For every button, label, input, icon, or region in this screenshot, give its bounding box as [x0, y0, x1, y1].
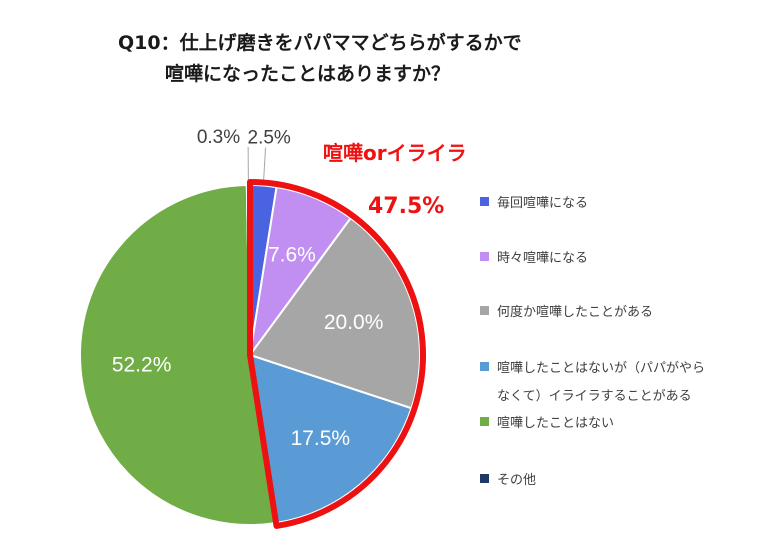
legend-label-3: 何度か喧嘩したことがある: [497, 304, 653, 320]
callout-outline: [247, 179, 426, 529]
data-label-5: 52.2%: [112, 353, 172, 376]
callout: 喧嘩orイライラ 47.5%: [247, 141, 467, 529]
legend-swatch-2: [480, 252, 489, 261]
legend-swatch-5: [480, 417, 489, 426]
legend-label-4-line-1: 喧嘩したことはないが（パパがやら: [497, 361, 705, 376]
data-label-2: 7.6%: [268, 244, 316, 267]
legend-swatch-3: [480, 306, 489, 315]
legend-swatch-6: [480, 474, 489, 483]
legend-swatch-1: [480, 197, 489, 206]
chart-title-line-1: Q10：仕上げ磨きをパパママどちらがするかで: [118, 31, 522, 54]
legend: 毎回喧嘩になる時々喧嘩になる何度か喧嘩したことがある喧嘩したことはないが（パパが…: [480, 195, 705, 488]
legend-swatch-4: [480, 362, 489, 371]
pie-data-labels: 2.5% 7.6% 20.0% 17.5% 52.2% 0.3%: [112, 127, 384, 450]
callout-value: 47.5%: [368, 194, 444, 219]
pie-slice-3: [248, 216, 421, 410]
legend-label-1: 毎回喧嘩になる: [497, 195, 588, 211]
leader-line-1: [262, 147, 267, 186]
legend-label-2: 時々喧嘩になる: [497, 251, 588, 266]
legend-label-6: その他: [497, 473, 536, 488]
chart-title-line-2: 喧嘩になったことはありますか？: [165, 62, 450, 85]
data-label-1: 2.5%: [248, 128, 291, 149]
pie-slice-4: [248, 353, 413, 525]
data-label-3: 20.0%: [324, 311, 384, 334]
chart-title: Q10：仕上げ磨きをパパママどちらがするかで 喧嘩になったことはありますか？: [118, 31, 522, 85]
legend-label-5: 喧嘩したことはない: [497, 416, 614, 431]
pie-slice-5: [79, 184, 278, 526]
data-label-4: 17.5%: [291, 427, 351, 450]
legend-label-4-line-2: なくて）イライラすることがある: [497, 389, 692, 404]
callout-title: 喧嘩orイライラ: [323, 141, 467, 165]
data-label-6: 0.3%: [197, 127, 240, 148]
